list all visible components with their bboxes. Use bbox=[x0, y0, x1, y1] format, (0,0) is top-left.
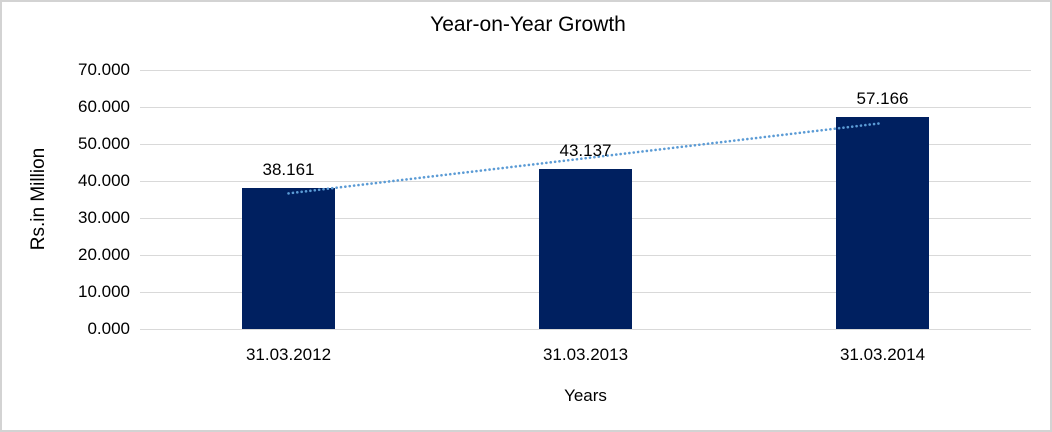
bar-31.03.2012 bbox=[242, 187, 335, 329]
gridline bbox=[140, 106, 1031, 108]
y-tick-label: 40.000 bbox=[78, 171, 130, 190]
data-label: 43.137 bbox=[559, 141, 612, 161]
x-axis-title: Years bbox=[564, 386, 607, 405]
x-tick-label: 31.03.2014 bbox=[839, 345, 926, 364]
bar-31.03.2013 bbox=[539, 169, 632, 329]
y-tick-label: 60.000 bbox=[78, 97, 130, 116]
y-tick-label: 30.000 bbox=[78, 208, 130, 227]
bar-31.03.2014 bbox=[836, 117, 929, 329]
y-tick-label: 70.000 bbox=[78, 60, 130, 79]
y-tick-label: 50.000 bbox=[78, 134, 130, 153]
y-axis-title: Rs.in Million bbox=[28, 147, 49, 251]
x-tick-label: 31.03.2012 bbox=[245, 345, 332, 364]
data-label: 38.161 bbox=[262, 159, 315, 179]
y-tick-label: 20.000 bbox=[78, 245, 130, 264]
y-tick-label: 0.000 bbox=[87, 319, 130, 338]
chart-title: Year-on-Year Growth bbox=[430, 13, 626, 36]
gridline bbox=[140, 69, 1031, 71]
gridline bbox=[140, 328, 1031, 330]
data-label: 57.166 bbox=[856, 89, 909, 109]
y-tick-label: 10.000 bbox=[78, 282, 130, 301]
x-tick-label: 31.03.2013 bbox=[542, 345, 629, 364]
